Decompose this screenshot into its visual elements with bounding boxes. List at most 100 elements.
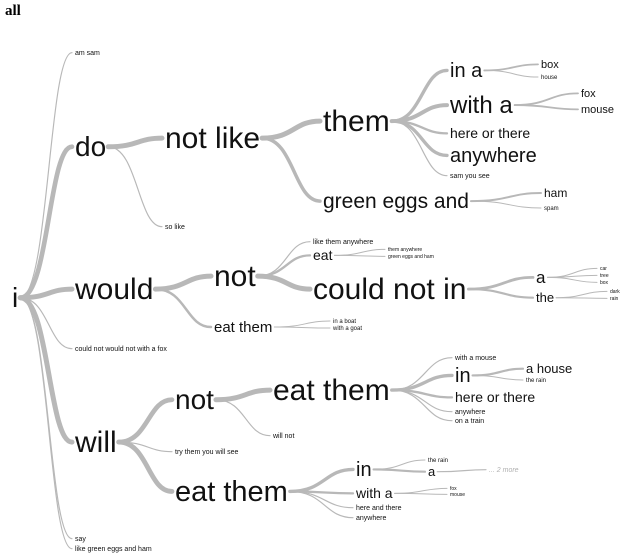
tree-node-label[interactable]: do (75, 131, 106, 162)
tree-node-label[interactable]: the (536, 290, 554, 305)
branch-n4-n8 (389, 103, 449, 124)
tree-node-label[interactable]: will (74, 426, 117, 459)
tree-node-label[interactable]: here or there (450, 125, 530, 141)
tree-node-label[interactable]: like green eggs and ham (75, 546, 152, 553)
branch-root-n59 (19, 297, 73, 550)
tree-node-label[interactable]: the rain (526, 378, 546, 384)
branch-n38-n40 (390, 373, 454, 392)
branch-n53-n55 (394, 492, 448, 495)
tree-node-label[interactable]: anywhere (455, 409, 485, 416)
tree-node-label[interactable]: not like (165, 122, 260, 155)
branch-n14-n16 (470, 200, 542, 209)
tree-node-label[interactable]: ham (544, 186, 567, 200)
branch-n14-n15 (469, 192, 542, 203)
tree-node-label[interactable]: could not in (313, 273, 466, 306)
branch-n5-n7 (483, 69, 539, 78)
tree-node-label[interactable]: eat (313, 247, 333, 263)
tree-node-label[interactable]: try them you will see (175, 449, 239, 456)
branch-n2-n17 (107, 146, 163, 228)
branch-n25-n28 (546, 276, 598, 283)
branch-n21-n22 (333, 248, 386, 256)
tree-node-label[interactable]: rain (610, 296, 619, 302)
tree-node-label[interactable]: say (75, 536, 86, 543)
tree-node-label[interactable]: a (428, 464, 436, 479)
tree-node-label[interactable]: eat them (273, 374, 390, 407)
tree-node-label[interactable]: them anywhere (388, 247, 422, 253)
tree-root-word[interactable]: i (12, 282, 18, 313)
tree-node-label[interactable]: so like (165, 224, 185, 231)
branch-n2-n3 (105, 135, 165, 150)
tree-node-label[interactable]: a house (526, 361, 572, 376)
tree-node-label[interactable]: eat them (175, 476, 288, 508)
tree-node-label[interactable]: could not would not with a fox (75, 346, 167, 353)
branch-n29-n30 (555, 290, 608, 299)
tree-node-label[interactable]: with a (449, 92, 513, 119)
tree-node-label[interactable]: a (536, 268, 546, 287)
branch-n3-n14 (260, 136, 322, 203)
branch-n24-n29 (467, 288, 535, 299)
tree-node-label[interactable]: with a goat (332, 326, 362, 332)
branch-n19-n20 (257, 241, 311, 277)
branch-n18-n19 (152, 273, 214, 292)
tree-node-label[interactable]: them (323, 105, 390, 138)
tree-node-label[interactable]: sam you see (450, 173, 490, 180)
branch-root-n58 (19, 297, 73, 540)
diagram-title: all (5, 3, 21, 19)
branch-n32-n33 (273, 320, 331, 328)
tree-node-label[interactable]: mouse (450, 492, 465, 498)
branch-n19-n21 (256, 254, 312, 278)
tree-node-label[interactable]: box (541, 59, 559, 71)
branch-lines (17, 52, 608, 550)
tree-node-label[interactable]: like them anywhere (313, 239, 373, 246)
branch-root-n2 (17, 144, 75, 301)
tree-node-label[interactable]: will not (272, 433, 294, 440)
tree-node-label[interactable]: not (214, 260, 256, 293)
tree-node-label[interactable]: on a train (455, 418, 484, 425)
tree-node-label[interactable]: car (600, 266, 607, 272)
tree-node-label[interactable]: house (541, 75, 558, 81)
tree-node-label[interactable]: fox (450, 486, 457, 492)
tree-node-label[interactable]: in a boat (333, 319, 356, 325)
tree-node-label[interactable]: am sam (75, 50, 100, 57)
tree-node-label[interactable]: eat them (214, 319, 272, 336)
tree-node-label[interactable]: in (356, 459, 372, 481)
branch-n48-n57 (289, 490, 354, 519)
tree-node-label[interactable]: anywhere (450, 145, 537, 167)
tree-node-label[interactable]: in (455, 365, 471, 387)
tree-node-label[interactable]: with a (355, 485, 393, 501)
branch-root-n36 (17, 295, 75, 445)
tree-node-label[interactable]: tree (600, 273, 609, 279)
tree-node-label[interactable]: here and there (356, 505, 402, 512)
branch-n8-n9 (513, 92, 579, 106)
branch-n38-n45 (391, 389, 453, 422)
branch-n3-n4 (259, 118, 323, 141)
branch-n18-n32 (154, 287, 213, 329)
tree-node-label[interactable]: mouse (581, 104, 614, 116)
tree-node-label[interactable]: anywhere (356, 515, 386, 522)
tree-node-label[interactable]: the rain (428, 458, 448, 464)
tree-node-label[interactable]: green eggs and (323, 190, 469, 213)
tree-node-label[interactable]: would (74, 273, 153, 306)
tree-node-label[interactable]: box (600, 280, 609, 286)
branch-n51-n52 (436, 469, 487, 473)
tree-node-label[interactable]: dark (610, 289, 620, 295)
branch-n40-n42 (472, 374, 524, 381)
branch-n37-n46 (215, 399, 271, 437)
tree-node-label[interactable]: spam (544, 206, 559, 212)
branch-n32-n34 (273, 326, 331, 329)
tree-node-label[interactable]: here or there (455, 389, 535, 405)
branch-n40-n41 (471, 367, 525, 377)
branch-root-n1 (19, 52, 73, 299)
tree-node-label[interactable]: not (175, 384, 214, 415)
tree-node-label[interactable]: in a (450, 60, 483, 82)
branch-n4-n13 (391, 120, 448, 177)
tree-node-label[interactable]: green eggs and ham (388, 254, 434, 260)
branch-n53-n54 (394, 487, 448, 494)
tree-node-label[interactable]: with a mouse (454, 355, 496, 362)
branch-n36-n37 (116, 397, 175, 445)
branch-n37-n38 (213, 387, 273, 403)
tree-node-label[interactable]: ... 2 more (489, 467, 519, 474)
tree-node-label[interactable]: fox (581, 88, 596, 100)
branch-n8-n10 (513, 104, 579, 111)
branch-n19-n24 (255, 273, 313, 292)
